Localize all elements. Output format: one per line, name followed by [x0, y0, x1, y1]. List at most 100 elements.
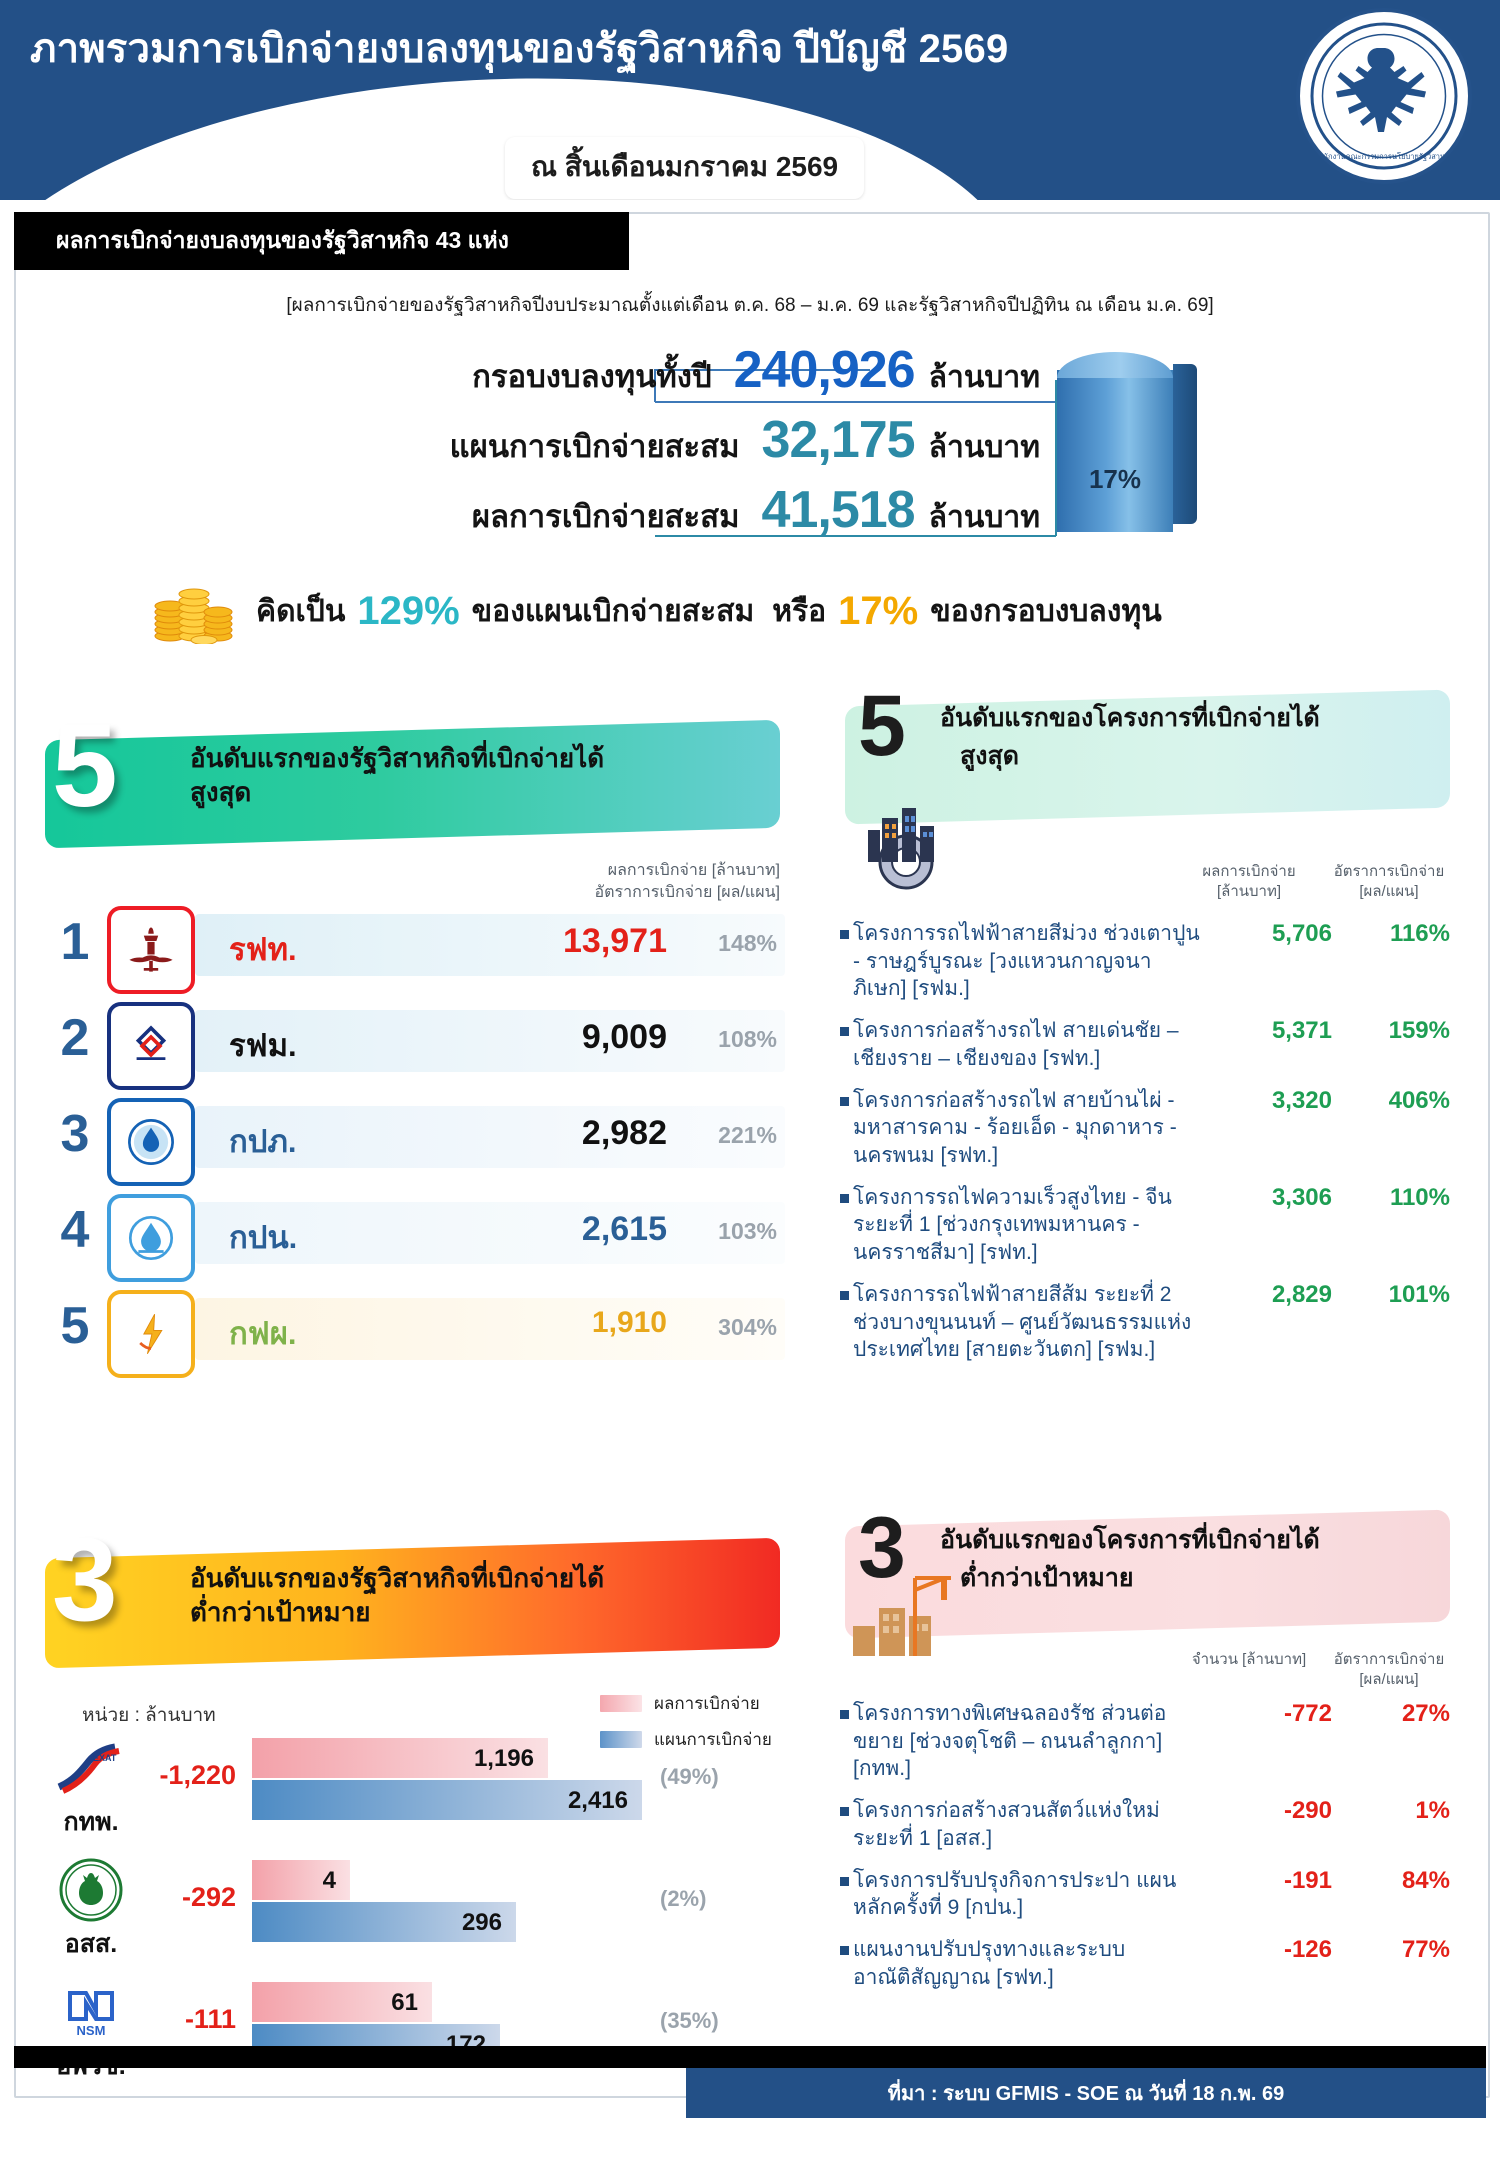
banner-low3-soe-line1: อันดับแรกของรัฐวิสาหกิจที่เบิกจ่ายได้ [190, 1563, 605, 1593]
soe-amount: 9,009 [581, 1018, 667, 1056]
list-item[interactable]: โครงการทางพิเศษฉลองรัช ส่วนต่อขยาย [ช่วง… [840, 1700, 1450, 1783]
coin-line-prefix: คิดเป็น [256, 594, 346, 628]
soe-diff: -111 [184, 2004, 236, 2034]
rank-number: 1 [60, 913, 90, 971]
chart-row[interactable]: EXAT กทพ. -1,220 1,196 2,416 (49%) [40, 1730, 800, 1852]
city-gear-icon [868, 808, 934, 890]
summary-label-plan: แผนการเบิกจ่ายสะสม [449, 429, 740, 464]
srt-logo-icon [107, 906, 195, 994]
banner-low3-soe-text: อันดับแรกของรัฐวิสาหกิจที่เบิกจ่ายได้ ต่… [190, 1562, 760, 1630]
summary-unit-frame: ล้านบาท [928, 361, 1040, 394]
banner-top5-projects-text: อันดับแรกของโครงการที่เบิกจ่ายได้ สูงสุด [940, 700, 1450, 775]
soe-abbr: กปภ. [229, 1124, 297, 1159]
list-item[interactable]: โครงการก่อสร้างรถไฟ สายบ้านไผ่ - มหาสารค… [840, 1087, 1450, 1170]
bar-plan-label: 2,416 [567, 1787, 628, 1814]
summary-row-actual: ผลการเบิกจ่ายสะสม 41,518 ล้านบาท [40, 480, 1040, 550]
bar-3d-percent-label: 17% [1088, 464, 1142, 494]
table-row[interactable]: 4 กปน. 2,615 103% [45, 1188, 785, 1282]
table-row[interactable]: 1 รฟท. 13,971 148% [45, 900, 785, 994]
row-background: รฟท. 13,971 148% [195, 914, 785, 976]
soe-diff: -292 [181, 1882, 236, 1912]
exat-logo-icon: EXAT [50, 1734, 132, 1802]
banner-low3-soe-line2: ต่ำกว่าเป้าหมาย [190, 1596, 371, 1627]
as-of-date-label: ณ สิ้นเดือนมกราคม 2569 [531, 151, 839, 182]
project-rate: 159% [1388, 1017, 1450, 1045]
soe-rate: 148% [718, 930, 777, 956]
top5-projects-list: โครงการรถไฟฟ้าสายสีม่วง ช่วงเตาปูน - ราษ… [840, 920, 1450, 1378]
bar-actual: 1,196 [252, 1738, 548, 1778]
soe-amount: 2,615 [581, 1210, 667, 1248]
legend-swatch-actual [600, 1695, 642, 1712]
table-row[interactable]: 2 รฟม. 9,009 108% [45, 996, 785, 1090]
bullet-icon [840, 930, 853, 939]
project-amount: -772 [1283, 1700, 1332, 1727]
legend-swatch-plan [600, 1731, 642, 1748]
project-amount: -191 [1283, 1866, 1332, 1894]
bullet-icon [840, 1946, 853, 1956]
list-item[interactable]: โครงการรถไฟฟ้าสายสีม่วง ช่วงเตาปูน - ราษ… [840, 920, 1450, 1003]
bar-actual: 4 [252, 1860, 350, 1900]
project-amount: -126 [1283, 1936, 1332, 1964]
footer-divider [14, 2046, 1486, 2068]
table-row[interactable]: 3 กปภ. 2,982 221% [45, 1092, 785, 1186]
bullet-icon [840, 1290, 853, 1300]
soe-rate: (35%) [660, 2008, 719, 2033]
banner-low3-projects-line1: อันดับแรกของโครงการที่เบิกจ่ายได้ [940, 1526, 1320, 1554]
banner-low3-projects-line2: ต่ำกว่าเป้าหมาย [960, 1563, 1134, 1592]
soe-abbr: รฟท. [229, 932, 297, 967]
pwa-logo-icon [107, 1098, 195, 1186]
low3-projects-list: โครงการทางพิเศษฉลองรัช ส่วนต่อขยาย [ช่วง… [840, 1700, 1450, 2005]
bar-actual-label: 61 [391, 1989, 418, 2016]
soe-rate: 108% [718, 1026, 777, 1052]
card-tab-label: ผลการเบิกจ่ายงบลงทุนของรัฐวิสาหกิจ 43 แห… [56, 227, 509, 253]
row-background: กปภ. 2,982 221% [195, 1106, 785, 1168]
project-rate: 1% [1415, 1797, 1450, 1825]
summary-row-frame: กรอบงบลงทุนทั้งปี 240,926 ล้านบาท [40, 340, 1040, 410]
list-item[interactable]: โครงการปรับปรุงกิจการประปา แผนหลักครั้งท… [840, 1867, 1450, 1922]
bullet-icon [840, 1027, 853, 1037]
coin-line-frame-percent: 17% [838, 588, 919, 633]
card-tab: ผลการเบิกจ่ายงบลงทุนของรัฐวิสาหกิจ 43 แห… [14, 212, 629, 270]
project-name: โครงการทางพิเศษฉลองรัช ส่วนต่อขยาย [ช่วง… [853, 1702, 1167, 1781]
summary-unit-plan: ล้านบาท [928, 431, 1040, 464]
zpo-logo-icon [50, 1856, 132, 1924]
soe-amount: 1,910 [591, 1306, 667, 1339]
legend-item-actual: ผลการเบิกจ่าย [600, 1690, 772, 1717]
low3-projects-col-head-rate: อัตราการเบิกจ่าย [ผล/แผน] [1333, 1651, 1445, 1688]
banner-low3-projects-number: 3 [858, 1500, 906, 1596]
top5-soe-list: 1 รฟท. 13,971 148% 2 [45, 900, 785, 1380]
coin-line-suffix: ของกรอบงบลงทุน [930, 594, 1162, 628]
page-header: ภาพรวมการเบิกจ่ายงบลงทุนของรัฐวิสาหกิจ ป… [0, 0, 1500, 200]
list-item[interactable]: โครงการก่อสร้างรถไฟ สายเด่นชัย – เชียงรา… [840, 1017, 1450, 1072]
coin-line-plan-percent: 129% [357, 588, 460, 633]
progress-bar-3d: 17% [1057, 352, 1197, 532]
bar-plan: 296 [252, 1902, 516, 1942]
soe-abbr: กทพ. [63, 1808, 119, 1836]
list-item[interactable]: โครงการก่อสร้างสวนสัตว์แห่งใหม่ ระยะที่ … [840, 1797, 1450, 1852]
soe-amount: 13,971 [563, 922, 667, 960]
mrta-logo-icon [107, 1002, 195, 1090]
chart-row[interactable]: อสส. -292 4 296 (2%) [40, 1852, 800, 1974]
project-name: แผนงานปรับปรุงทางและระบบอาณัติสัญญาณ [รฟ… [853, 1938, 1126, 1989]
banner-top5-soe-line1: อันดับแรกของรัฐวิสาหกิจที่เบิกจ่ายได้ [190, 743, 605, 773]
summary-label-frame: กรอบงบลงทุนทั้งปี [472, 359, 712, 394]
banner-top5-soe-line2: สูงสุด [190, 776, 252, 807]
nsm-logo-icon: NSM [50, 1978, 132, 2046]
bullet-icon [840, 1096, 853, 1106]
project-rate: 110% [1389, 1183, 1450, 1211]
bar-actual-label: 1,196 [473, 1745, 534, 1772]
summary-block: กรอบงบลงทุนทั้งปี 240,926 ล้านบาท แผนการ… [40, 340, 1040, 550]
card-bracket-note: [ผลการเบิกจ่ายของรัฐวิสาหกิจปีงบประมาณตั… [286, 295, 1214, 316]
footer-source-text: ที่มา : ระบบ GFMIS - SOE ณ วันที่ 18 ก.พ… [887, 2083, 1285, 2105]
list-item[interactable]: แผนงานปรับปรุงทางและระบบอาณัติสัญญาณ [รฟ… [840, 1936, 1450, 1991]
table-row[interactable]: 5 กฟผ. 1,910 304% [45, 1284, 785, 1378]
soe-rate: 304% [718, 1314, 777, 1340]
chart-unit-note: หน่วย : ล้านบาท [82, 1705, 216, 1726]
svg-text:NSM: NSM [77, 2023, 106, 2038]
banner-top5-soe-number: 5 [52, 700, 118, 832]
list-item[interactable]: โครงการรถไฟฟ้าสายสีส้ม ระยะที่ 2 ช่วงบาง… [840, 1281, 1450, 1364]
banner-low3-soe-number: 3 [52, 1514, 118, 1646]
footer-source-bar: ที่มา : ระบบ GFMIS - SOE ณ วันที่ 18 ก.พ… [686, 2068, 1486, 2118]
project-rate: 101% [1388, 1280, 1450, 1308]
list-item[interactable]: โครงการรถไฟความเร็วสูงไทย - จีน ระยะที่ … [840, 1184, 1450, 1267]
